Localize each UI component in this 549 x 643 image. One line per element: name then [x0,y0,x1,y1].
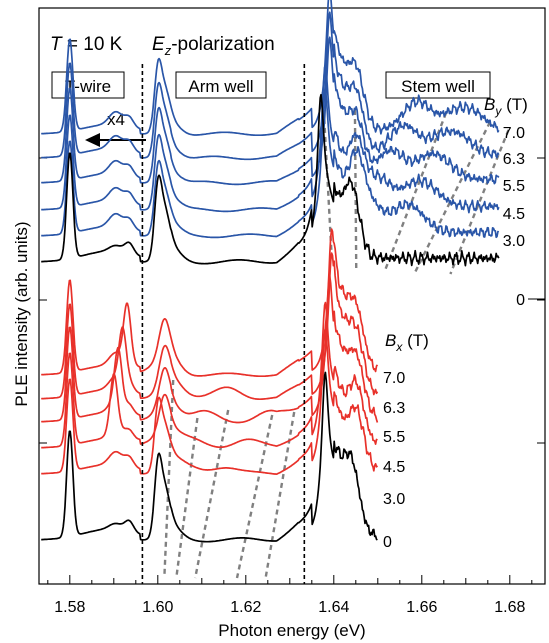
spectrum-y-7.0 [41,0,500,137]
field-y-label: 0 [516,292,525,309]
region-label-twire: T-wire [65,77,111,96]
spectrum-y-6.3 [41,11,500,161]
x-tick-label: 1.64 [318,599,349,616]
region-label-stem: Stem well [401,77,475,96]
guide-line [414,121,492,273]
plot-frame [38,7,546,585]
x-tick-label: 1.60 [142,599,173,616]
x-tick-labels: 1.58 1.60 1.62 1.64 1.66 1.68 [54,599,525,616]
field-y-labels: 7.0 6.3 5.5 4.5 3.0 0 [503,125,545,309]
guide-line [383,112,448,273]
axis-ticks [39,157,545,584]
spectra [41,0,500,543]
y-axis-label: PLE intensity (arb. units) [12,221,31,406]
spectrum-y-5.5 [41,36,500,186]
spectrum-x-3.0 [41,327,379,475]
guide-line [163,379,175,577]
guide-line [175,417,199,579]
region-box-arm [175,71,267,99]
region-dividers [141,64,306,584]
polarization-label: Ez-polarization [152,34,275,58]
field-y-label: 6.3 [503,151,525,168]
spectrum-x-4.5 [41,301,378,449]
field-x-label: 3.0 [383,491,405,508]
x-tick-label: 1.66 [406,599,437,616]
spectrum-x-0 [41,371,378,543]
field-x-label: 7.0 [383,370,405,387]
region-box-stem [385,71,491,99]
field-x-label: 6.3 [383,400,405,417]
guide-line [194,409,230,579]
field-x-label: 0 [383,534,392,551]
spectrum-y-3.0 [41,89,500,239]
region-label-arm: Arm well [188,77,253,96]
magnification-arrow [85,133,146,147]
guide-line [264,411,296,579]
spectrum-y-0 [41,93,500,267]
field-y-label: 7.0 [503,125,525,142]
spectrum-y-4.5 [41,63,500,214]
region-box-twire [51,71,125,99]
x-tick-label: 1.68 [494,599,525,616]
field-y-label: 3.0 [503,233,525,250]
field-x-label: 4.5 [383,459,405,476]
guide-line [449,129,510,275]
x-axis-label: Photon energy (eV) [218,621,365,640]
field-x-label: 5.5 [383,429,405,446]
temperature-label: T = 10 K [50,34,123,55]
field-x-title: Bx (T) [385,331,429,354]
field-y-label: 4.5 [503,206,525,223]
x-tick-label: 1.62 [230,599,261,616]
field-y-title: By (T) [484,95,528,118]
field-x-labels: 7.0 6.3 5.5 4.5 3.0 0 [383,370,405,551]
magnification-label: x4 [107,110,125,129]
x-tick-label: 1.58 [54,599,85,616]
field-y-label: 5.5 [503,178,525,195]
guide-line [235,414,274,579]
